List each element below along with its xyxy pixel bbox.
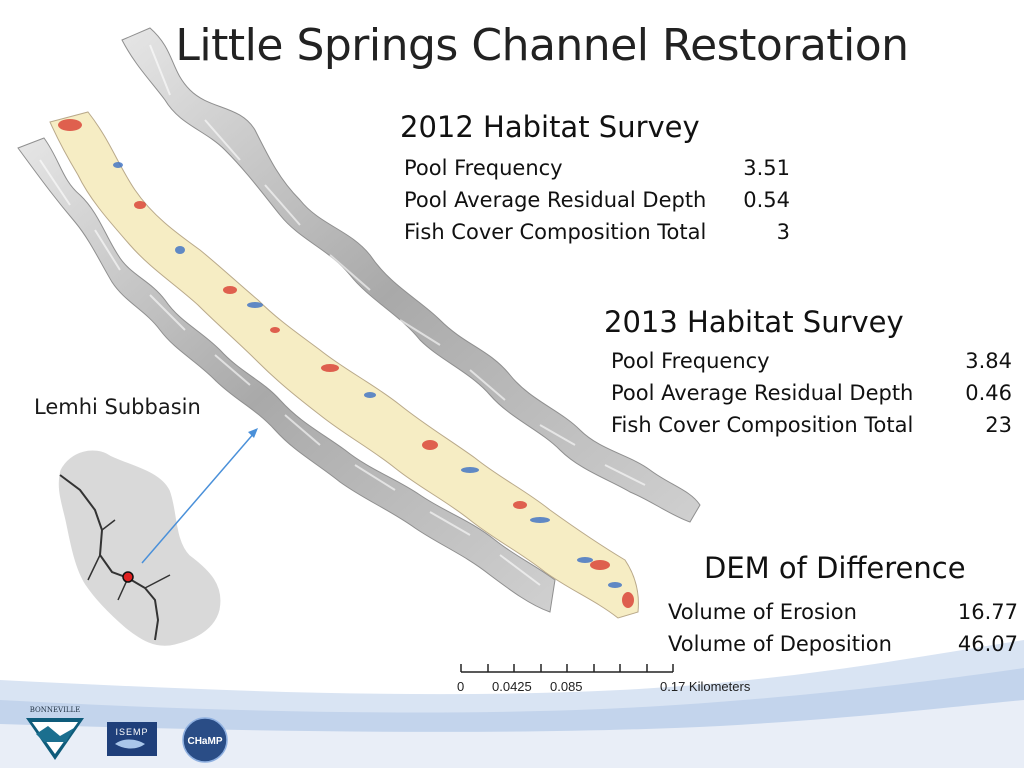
pointer-arrow (141, 431, 256, 564)
scale-tick-label: 0.085 (550, 679, 583, 694)
survey-2012-row-label: Pool Average Residual Depth (404, 188, 707, 212)
dod-row-label: Volume of Erosion (668, 600, 857, 624)
dod-title: DEM of Difference (704, 551, 966, 585)
survey-2012-row-label: Pool Frequency (404, 156, 563, 180)
survey-2012-row-label: Fish Cover Composition Total (404, 220, 707, 244)
erosion-patches (58, 119, 634, 608)
survey-2012-row-value: 3 (776, 220, 790, 244)
survey-2013-row-value: 23 (985, 413, 1012, 437)
deposition-patches (113, 162, 622, 588)
survey-2012-row-value: 3.51 (743, 156, 790, 180)
isemp-logo: ISEMP (107, 722, 157, 756)
scale-tick-label: 0.0425 (492, 679, 532, 694)
lemhi-subbasin-label: Lemhi Subbasin (34, 395, 201, 419)
scale-tick-label: 0.17 Kilometers (660, 679, 751, 694)
champ-logo-text: CHaMP (187, 736, 222, 747)
scale-bar (460, 664, 674, 673)
dod-row-value: 46.07 (957, 632, 1018, 656)
champ-logo: CHaMP (182, 717, 228, 763)
survey-2012-row-value: 0.54 (743, 188, 790, 212)
bpa-logo: BONNEVILLE (20, 704, 90, 762)
dem-of-difference-ribbon (49, 111, 639, 619)
dod-row-label: Volume of Deposition (668, 632, 892, 656)
survey-2012-title: 2012 Habitat Survey (400, 110, 700, 144)
bpa-logo-text: BONNEVILLE (30, 706, 81, 714)
survey-2013-row-label: Pool Frequency (611, 349, 770, 373)
survey-2013-row-label: Pool Average Residual Depth (611, 381, 914, 405)
survey-2013-row-value: 0.46 (965, 381, 1012, 405)
lemhi-subbasin-map (57, 428, 258, 647)
site-marker (122, 571, 134, 583)
isemp-logo-text: ISEMP (115, 727, 148, 737)
hillshade-2012-channel (17, 137, 556, 613)
survey-2013-title: 2013 Habitat Survey (604, 305, 904, 339)
hillshade-2013-channel (121, 27, 701, 523)
scale-tick-label: 0 (457, 679, 465, 694)
survey-2013-row-value: 3.84 (965, 349, 1012, 373)
dod-row-value: 16.77 (957, 600, 1018, 624)
slide-title: Little Springs Channel Restoration (175, 20, 909, 71)
survey-2013-row-label: Fish Cover Composition Total (611, 413, 914, 437)
